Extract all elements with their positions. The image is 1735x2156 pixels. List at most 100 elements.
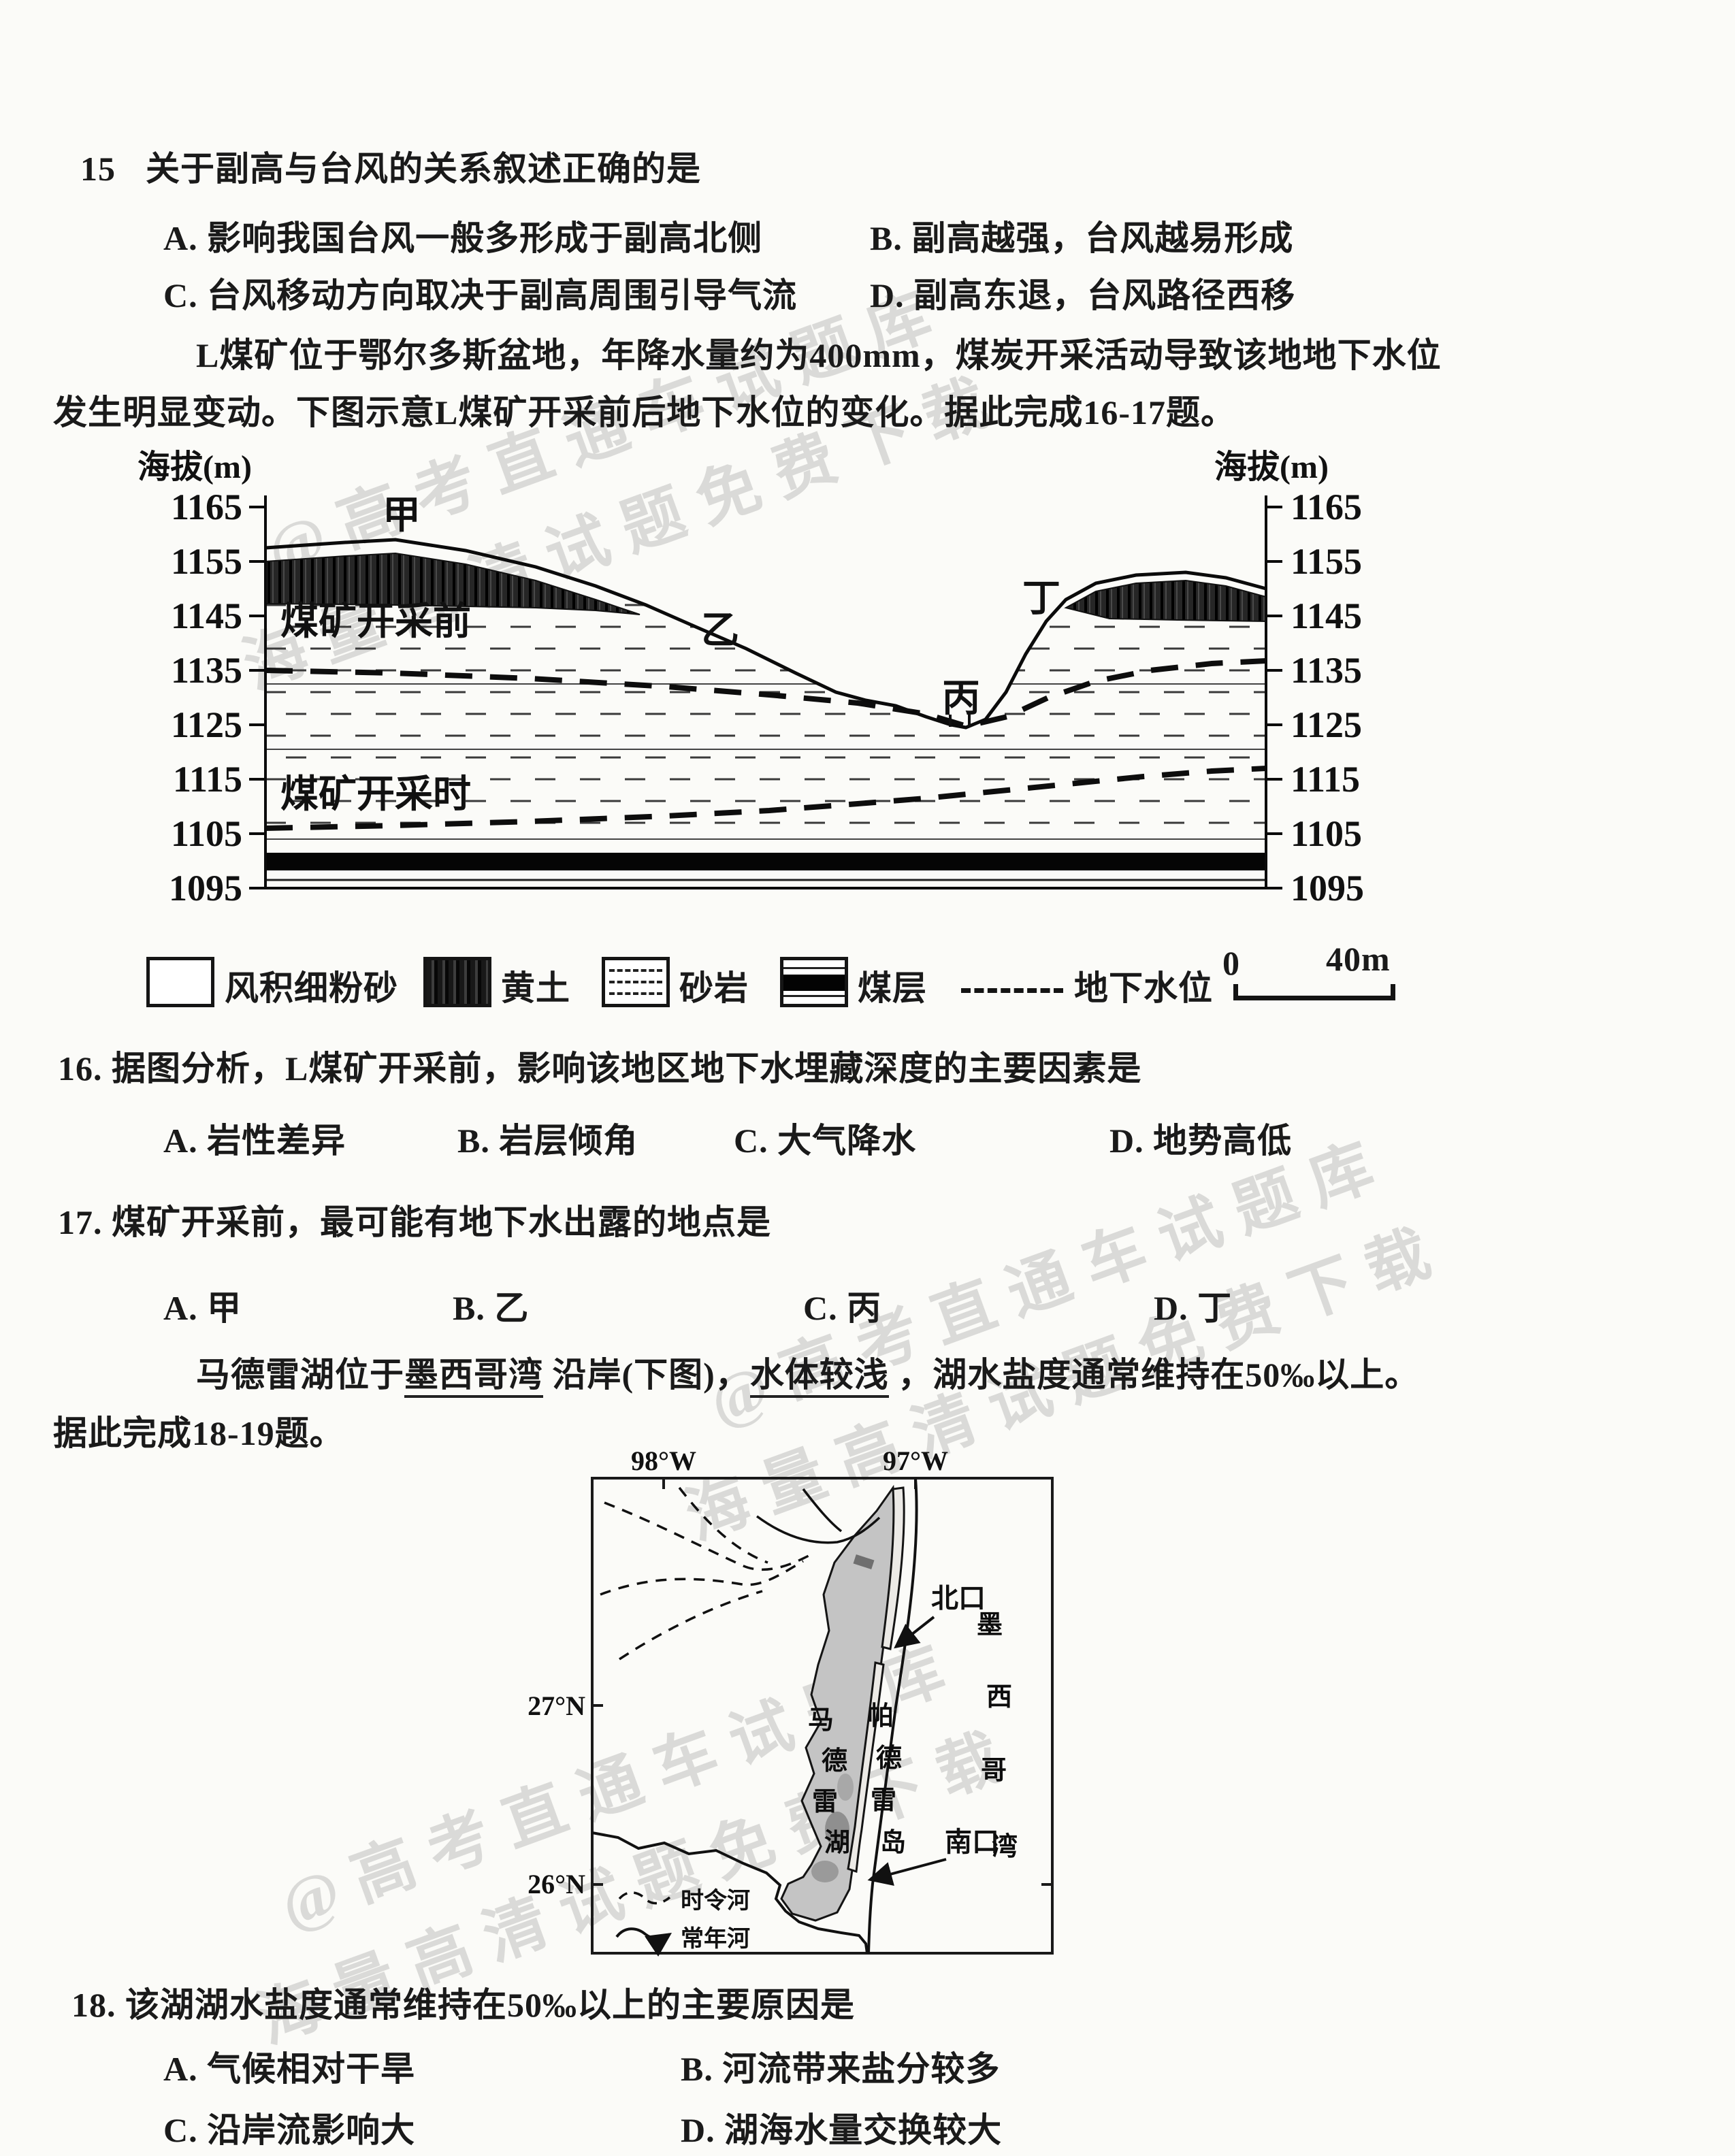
question-15-stem: 15 关于副高与台风的关系叙述正确的是 <box>80 150 701 188</box>
question-17-option-d: D. 丁 <box>1154 1289 1233 1327</box>
legend-swatch-loess <box>423 957 491 1007</box>
lake-name-char: 德 <box>822 1747 847 1776</box>
island-name-char: 德 <box>876 1744 902 1773</box>
lat-label-26n: 26°N <box>528 1869 585 1899</box>
passage1-line1: L煤矿位于鄂尔多斯盆地，年降水量约为400mm，煤炭开采活动导致该地地下水位 <box>196 336 1442 374</box>
legend-swatch-aeolian-sand <box>146 957 214 1007</box>
question-18-option-a: A. 气候相对干旱 <box>163 2050 416 2088</box>
legend-label-water-table: 地下水位 <box>1074 969 1213 1007</box>
lake-name-char: 雷 <box>812 1788 838 1816</box>
point-bing: 丙 <box>942 678 980 720</box>
tick-left: 1135 <box>171 650 242 691</box>
passage2-text: 马德雷湖位于 <box>196 1356 404 1394</box>
axis-title-right: 海拔(m) <box>1214 449 1329 485</box>
south-inlet-label: 南口 <box>945 1827 999 1857</box>
water-table-before-mining <box>265 658 1267 730</box>
lagoon-shoal <box>825 1812 849 1847</box>
point-yi: 乙 <box>701 610 739 652</box>
question-18-option-c: C. 沿岸流影响大 <box>163 2111 416 2149</box>
passage2-text: 沿岸(下图)， <box>543 1356 750 1394</box>
question-16-option-c: C. 大气降水 <box>734 1122 917 1160</box>
lagoon-shoal <box>837 1774 854 1801</box>
water-table-during-mining <box>265 766 1267 831</box>
loess-layer-left <box>265 552 641 615</box>
question-15-option-b: B. 副高越强，台风越易形成 <box>870 219 1294 257</box>
question-16-stem: 16. 据图分析，L煤矿开采前，影响该地区地下水埋藏深度的主要因素是 <box>58 1049 1142 1088</box>
loess-layer-right <box>1064 579 1267 623</box>
question-17-option-c: C. 丙 <box>803 1289 882 1327</box>
island-name-char: 岛 <box>880 1829 906 1857</box>
padre-island-south <box>847 1661 885 1874</box>
map-border <box>591 1477 1054 1955</box>
elevation-axis-right <box>1265 495 1282 889</box>
question-16-option-d: D. 地势高低 <box>1109 1122 1293 1160</box>
legend-symbol-water-table <box>961 988 1063 993</box>
tick-right: 1095 <box>1291 868 1364 909</box>
passage2-underline-gulf: 墨西哥湾 <box>404 1356 543 1398</box>
mainland-coastline <box>591 1831 869 1954</box>
passage2-text: ，湖水盐度通常维持在50‰以上。 <box>888 1356 1420 1394</box>
lagoon-shoal <box>811 1861 839 1882</box>
question-17-option-a: A. 甲 <box>163 1289 242 1327</box>
legend-label-aeolian-sand: 风积细粉砂 <box>225 969 398 1007</box>
legend-label-perennial-river: 常年河 <box>681 1926 750 1952</box>
lake-name-char: 湖 <box>824 1829 850 1857</box>
gulf-name-char: 西 <box>986 1683 1012 1712</box>
tick-right: 1165 <box>1291 487 1362 527</box>
question-17-option-b: B. 乙 <box>453 1289 530 1327</box>
passage2-underline-shallow: 水体较浅 <box>749 1356 889 1398</box>
lon-label-97w: 97°W <box>883 1448 948 1476</box>
question-15-option-c: C. 台风移动方向取决于副高周围引导气流 <box>163 276 798 314</box>
point-jia: 甲 <box>383 495 421 537</box>
scale-zero-label: 0 <box>1222 944 1240 982</box>
tick-left: 1145 <box>171 595 242 636</box>
scale-length-label: 40m <box>1326 940 1391 978</box>
legend-symbol-perennial-river <box>615 1927 672 1957</box>
passage2-line1: 马德雷湖位于墨西哥湾 沿岸(下图)，水体较浅 ，湖水盐度通常维持在50‰以上。 <box>196 1348 1420 1398</box>
legend-symbol-seasonal-river <box>618 1891 671 1905</box>
tick-left: 1165 <box>171 487 242 527</box>
gulf-coastline <box>867 1477 918 1954</box>
coal-seam <box>265 853 1266 870</box>
seasonal-rivers <box>600 1486 809 1661</box>
question-15-number: 15 <box>80 150 116 188</box>
lon-label-98w: 98°W <box>631 1448 696 1476</box>
tick-right: 1115 <box>1291 759 1360 800</box>
lagoon-shoal <box>853 1554 875 1569</box>
lat-label-27n: 27°N <box>528 1690 585 1721</box>
bing-well-symbol <box>949 715 971 727</box>
lake-name-char: 马 <box>808 1706 834 1735</box>
question-18-option-d: D. 湖海水量交换较大 <box>681 2111 1003 2149</box>
gulf-name-char: 墨 <box>977 1611 1003 1639</box>
island-name-char: 雷 <box>871 1786 896 1815</box>
tick-left: 1155 <box>171 541 242 582</box>
tick-left: 1105 <box>171 813 242 854</box>
laguna-madre-map: 98°W 97°W 27°N 26°N 北口 南口 <box>528 1448 1054 1957</box>
tick-right: 1125 <box>1291 704 1362 745</box>
legend-label-sandstone: 砂岩 <box>679 969 749 1007</box>
north-inlet-arrow <box>894 1616 935 1649</box>
question-18-option-b: B. 河流带来盐分较多 <box>681 2050 1001 2088</box>
tick-right: 1135 <box>1291 650 1362 691</box>
north-inlet-label: 北口 <box>931 1583 986 1614</box>
question-16-option-b: B. 岩层倾角 <box>457 1122 638 1160</box>
perennial-rivers <box>756 1488 881 1544</box>
legend-label-loess: 黄土 <box>501 969 570 1007</box>
passage2-line2: 据此完成18-19题。 <box>53 1414 344 1452</box>
legend-swatch-sandstone <box>602 957 670 1007</box>
legend-label-seasonal-river: 时令河 <box>681 1888 750 1914</box>
question-16-option-a: A. 岩性差异 <box>163 1122 346 1160</box>
terrain-surface <box>265 538 1267 730</box>
label-during-mining: 煤矿开采时 <box>280 774 471 816</box>
question-17-stem: 17. 煤矿开采前，最可能有地下水出露的地点是 <box>58 1203 771 1241</box>
elevation-axis-left <box>249 495 267 889</box>
tick-right: 1105 <box>1291 813 1362 854</box>
scale-bar <box>1233 984 1395 1000</box>
point-ding: 丁 <box>1022 578 1060 620</box>
passage1-line2: 发生明显变动。下图示意L煤矿开采前后地下水位的变化。据此完成16-17题。 <box>53 393 1235 431</box>
gulf-name-char: 哥 <box>981 1757 1007 1785</box>
question-15-option-a: A. 影响我国台风一般多形成于副高北侧 <box>163 219 763 257</box>
legend-swatch-coal <box>780 957 848 1007</box>
padre-island-north <box>881 1486 905 1650</box>
